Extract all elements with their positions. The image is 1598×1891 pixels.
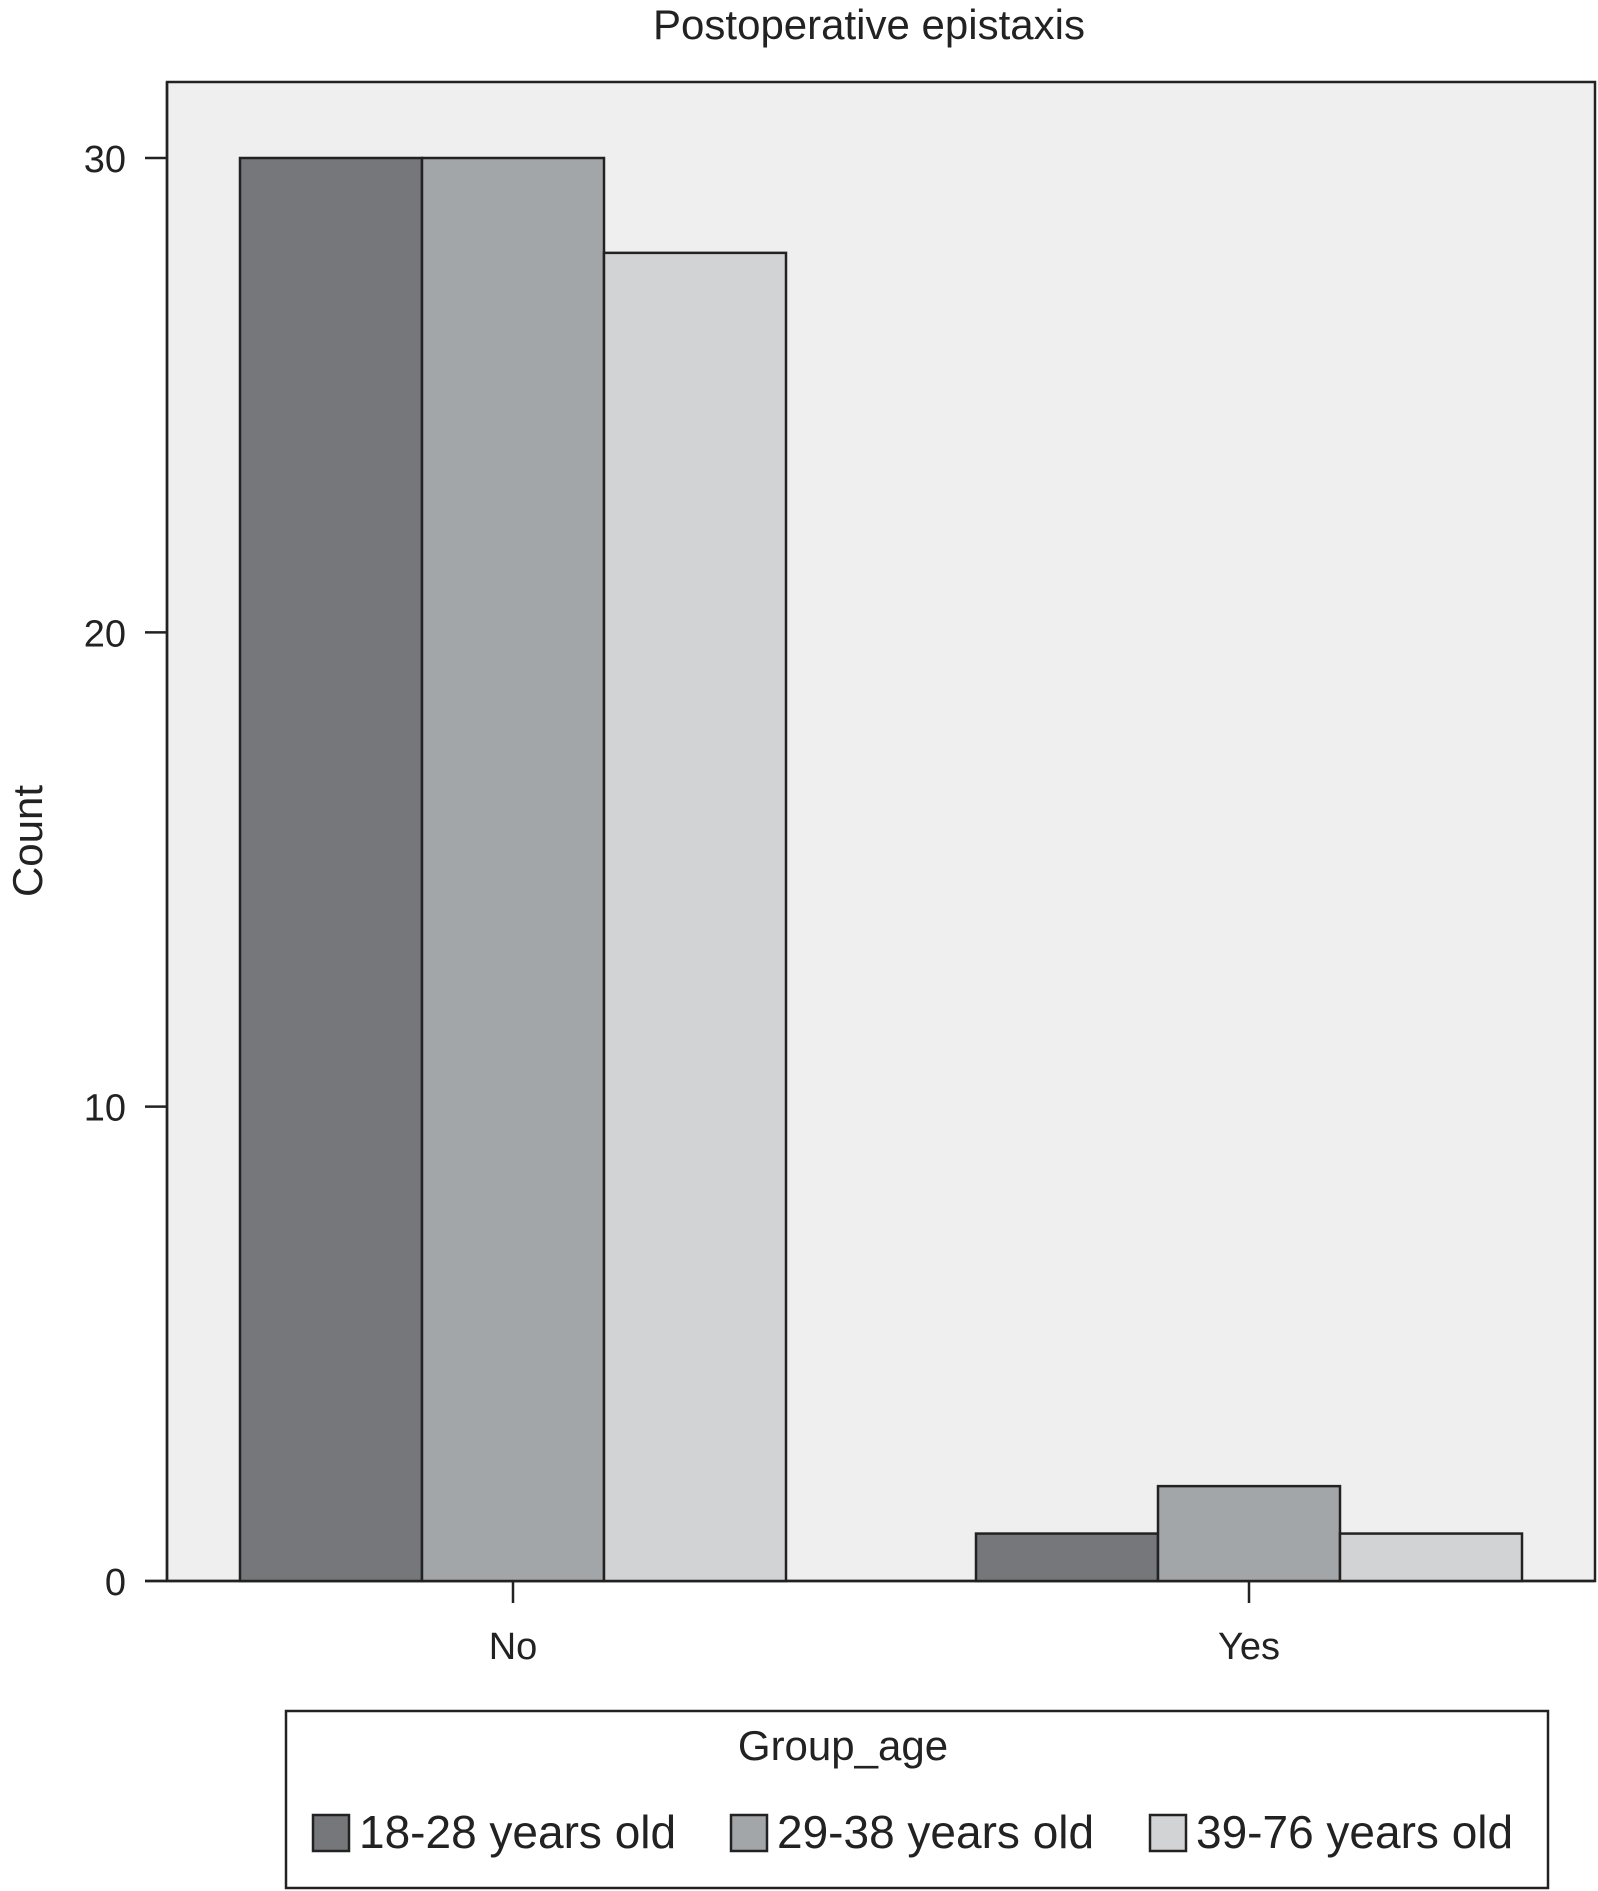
bar-yes-series-1 (974, 1532, 1160, 1583)
bar-yes-series-2 (1156, 1484, 1342, 1583)
legend-box (284, 1709, 1550, 1890)
bars (238, 156, 1524, 1583)
bar-no-series-3 (602, 251, 788, 1583)
bar-yes-series-3 (1338, 1532, 1524, 1583)
y-axis: 0 10 20 30 (84, 82, 169, 1604)
y-tick-label: 20 (84, 613, 126, 655)
x-axis: No Yes (145, 1579, 1595, 1668)
legend-label: 29-38 years old (777, 1806, 1094, 1858)
legend-swatch (311, 1813, 351, 1853)
legend-items: 18-28 years old 29-38 years old 39-76 year… (311, 1806, 1513, 1858)
legend-title: Group_age (738, 1722, 948, 1769)
x-tick-label: No (489, 1626, 538, 1668)
y-tick-label: 0 (105, 1562, 126, 1604)
y-tick-label: 10 (84, 1088, 126, 1130)
legend-swatch (729, 1813, 769, 1853)
y-tick-label: 30 (84, 139, 126, 181)
x-tick-label: Yes (1218, 1626, 1280, 1668)
legend-swatch (1148, 1813, 1188, 1853)
legend-label: 18-28 years old (359, 1806, 676, 1858)
bar-no-series-1 (238, 156, 424, 1583)
bar-no-series-2 (420, 156, 606, 1583)
legend: Group_age 18-28 years old 29-38 years old… (284, 1709, 1550, 1890)
legend-label: 39-76 years old (1196, 1806, 1513, 1858)
y-axis-label: Count (4, 785, 51, 897)
chart-title: Postoperative epistaxis (653, 1, 1085, 48)
